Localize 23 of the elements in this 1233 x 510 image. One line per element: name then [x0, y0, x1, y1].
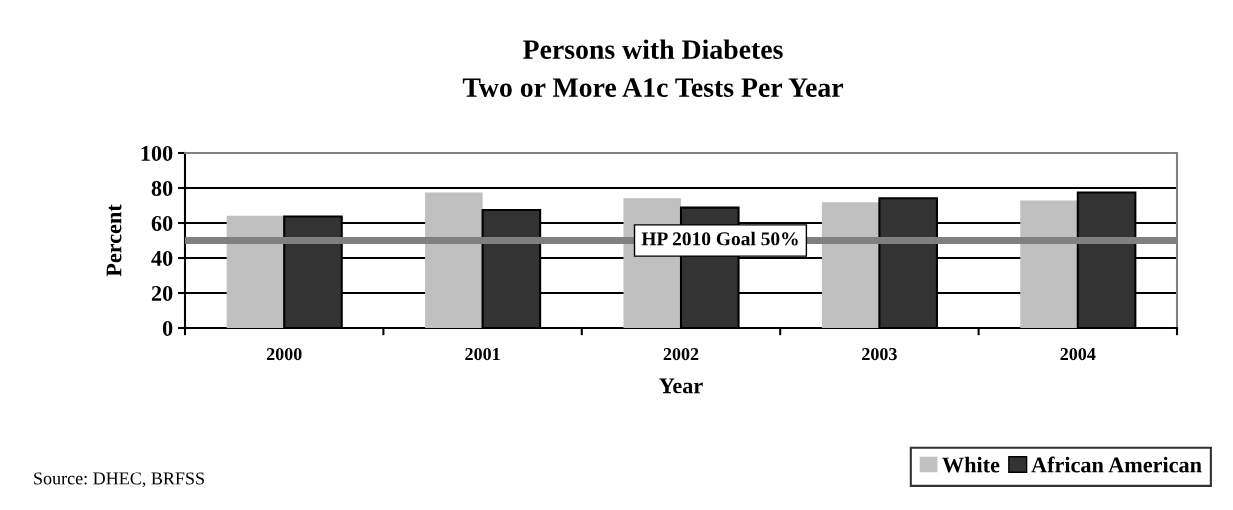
y-axis-title: Percent [106, 204, 122, 277]
legend-label: White [942, 456, 1000, 473]
bar [821, 202, 880, 328]
chart-subtitle: Two or More A1c Tests Per Year [462, 78, 843, 97]
y-tick-label: 40 [151, 250, 173, 266]
y-tick-label: 100 [141, 145, 173, 161]
legend-label: African American [1031, 456, 1202, 473]
y-tick-label: 80 [151, 180, 173, 196]
x-axis-title: Year [659, 378, 703, 394]
chart-title: Persons with Diabetes [523, 39, 783, 59]
ref-line-label: HP 2010 Goal 50% [641, 231, 798, 246]
bar [425, 192, 483, 328]
x-tick-label: 2003 [862, 347, 897, 361]
x-tick-label: 2002 [663, 347, 699, 361]
bar [226, 215, 285, 328]
y-tick-label: 0 [162, 320, 173, 336]
x-tick-label: 2001 [465, 347, 500, 361]
y-tick-label: 20 [151, 285, 173, 301]
x-tick-label: 2004 [1060, 347, 1096, 361]
y-tick-label: 60 [151, 215, 173, 231]
bar [1020, 200, 1078, 328]
source-note: Source: DHEC, BRFSS [34, 472, 204, 488]
x-tick-label: 2000 [266, 347, 302, 361]
